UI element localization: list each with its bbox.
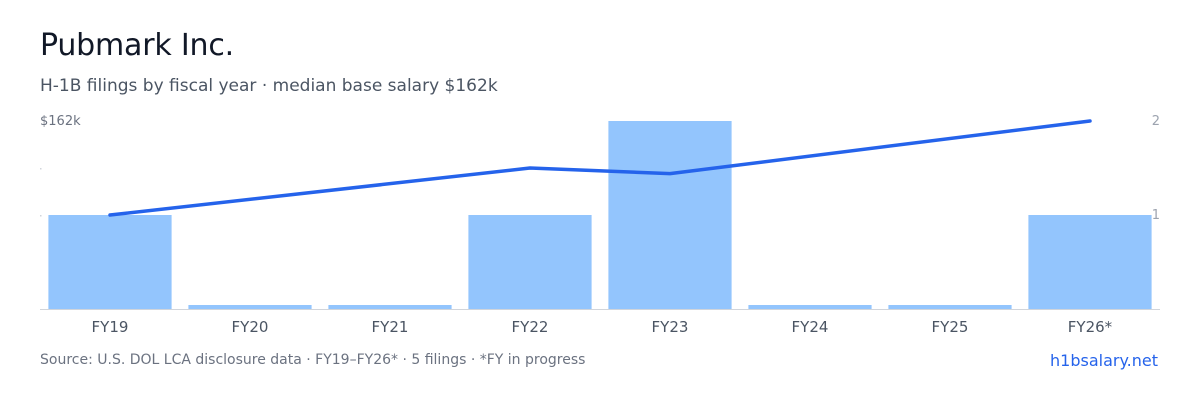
x-tick-label: FY24 xyxy=(792,318,829,336)
x-tick-label: FY25 xyxy=(932,318,969,336)
bar-fy24 xyxy=(748,305,872,309)
x-tick-label: FY23 xyxy=(652,318,689,336)
x-tick-label: FY26* xyxy=(1068,318,1113,336)
x-tick-label: FY21 xyxy=(372,318,409,336)
footer-source: Source: U.S. DOL LCA disclosure data · F… xyxy=(40,352,586,368)
y-left-tick-mark xyxy=(40,215,42,217)
footer-link[interactable]: h1bsalary.net xyxy=(1050,351,1158,370)
y-left-tick-mark xyxy=(40,168,42,170)
bar-fy26-star xyxy=(1028,215,1152,309)
page-title: Pubmark Inc. xyxy=(40,28,234,63)
y-right-tick-label: 2 xyxy=(1152,114,1160,129)
bars-layer xyxy=(48,121,1152,309)
salary-line xyxy=(108,119,1092,217)
bar-fy21 xyxy=(328,305,452,309)
y-right-tick-label: 1 xyxy=(1152,208,1160,223)
bar-fy19 xyxy=(48,215,172,309)
axes-layer xyxy=(40,168,1160,310)
x-tick-label: FY20 xyxy=(232,318,269,336)
x-tick-label: FY22 xyxy=(512,318,549,336)
line-layer xyxy=(108,119,1092,217)
labels-layer: FY19 FY20 FY21 FY22 FY23 FY24 FY25 FY26* $162k 1 2 xyxy=(40,114,1160,336)
bar-fy23 xyxy=(608,121,732,309)
x-tick-label: FY19 xyxy=(92,318,129,336)
bar-fy25 xyxy=(888,305,1012,309)
page-subtitle: H-1B filings by fiscal year · median bas… xyxy=(40,76,498,96)
y-left-tick-label: $162k xyxy=(40,114,81,129)
bar-fy22 xyxy=(468,215,592,309)
bar-fy20 xyxy=(188,305,312,309)
